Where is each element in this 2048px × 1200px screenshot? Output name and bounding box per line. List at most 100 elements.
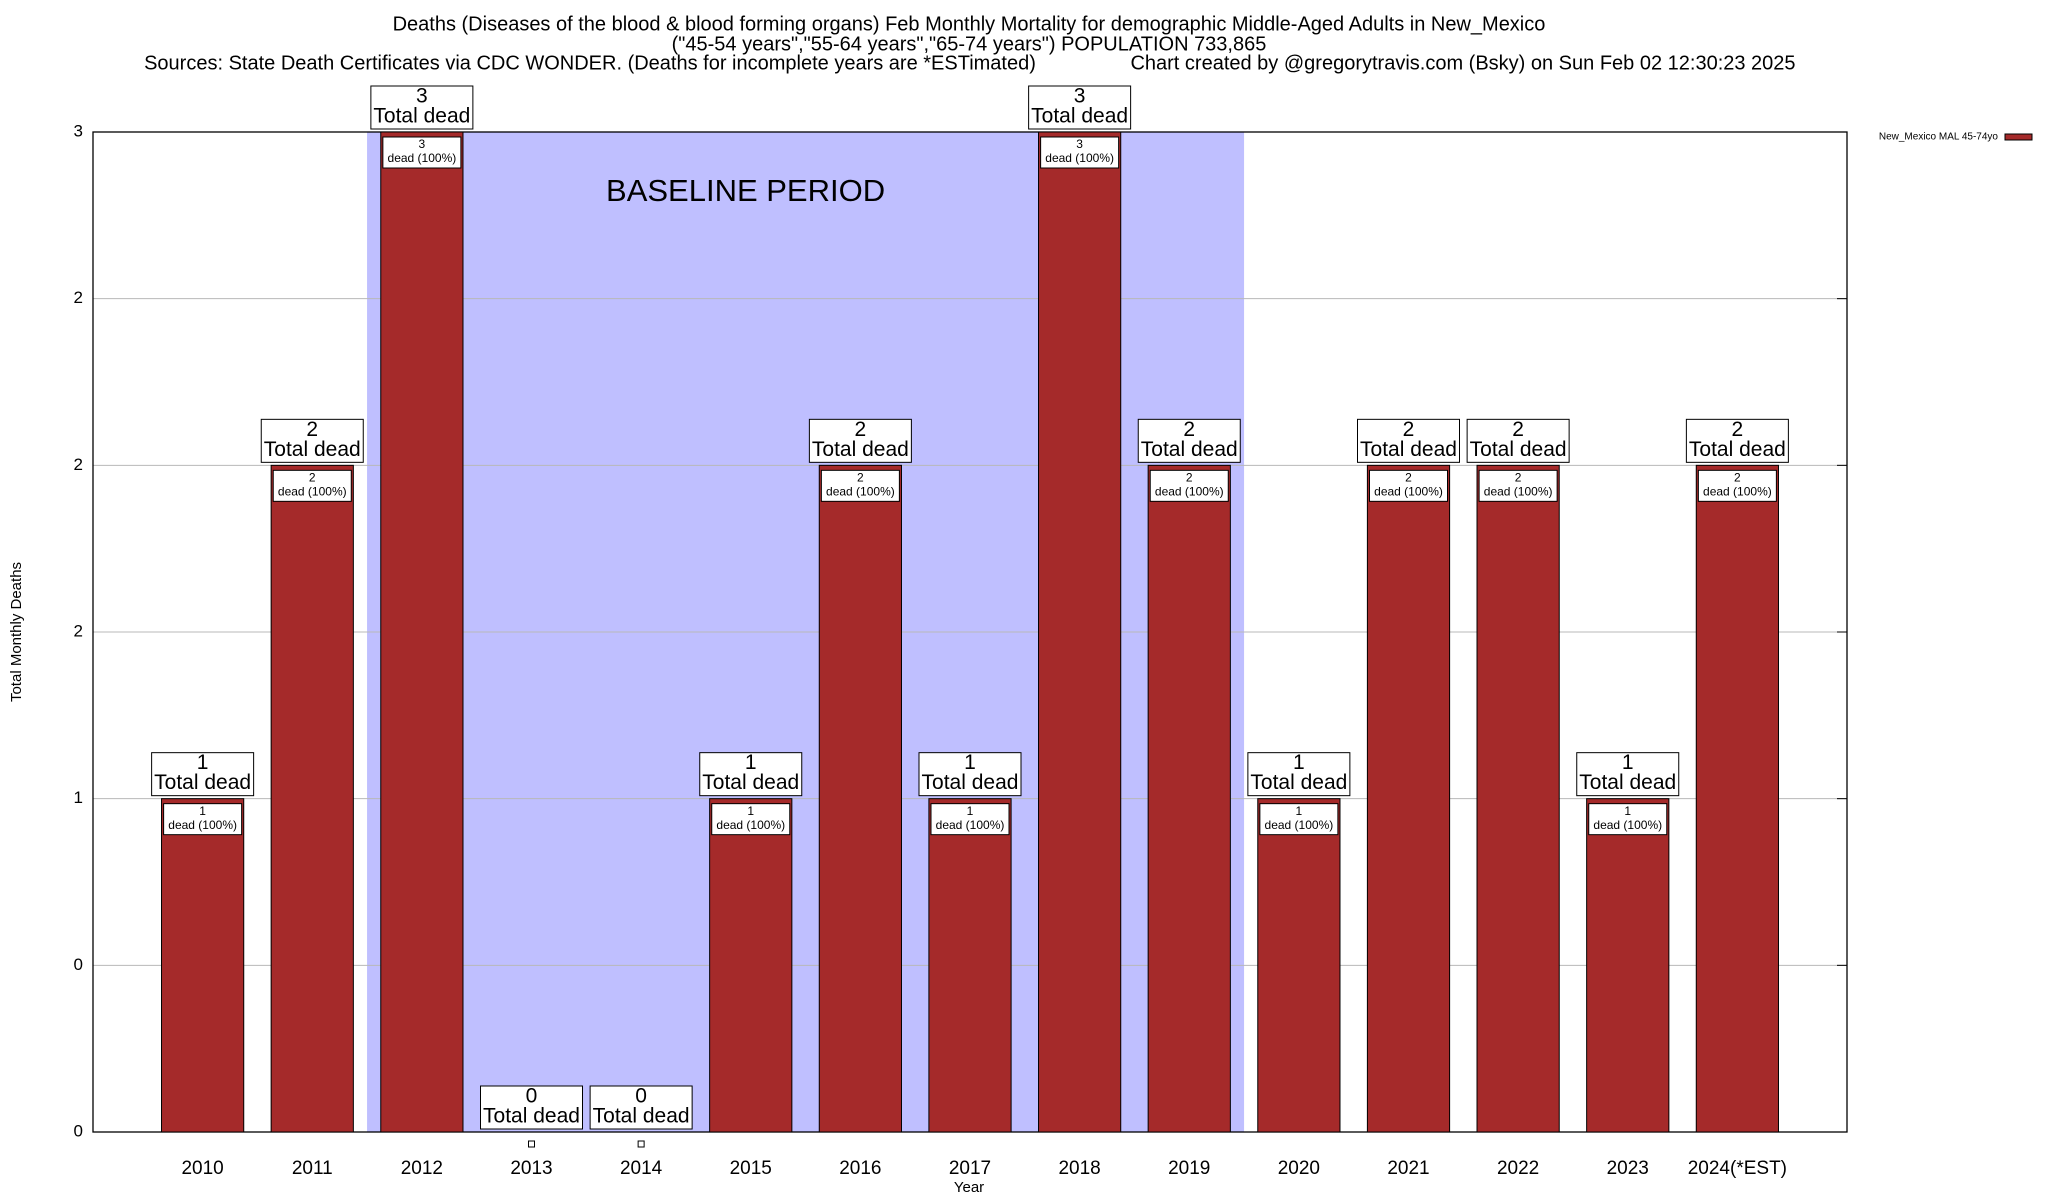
total-label-box bbox=[1466, 418, 1570, 463]
inside-label: dead (100%) bbox=[1484, 485, 1553, 499]
inside-label: dead (100%) bbox=[278, 485, 347, 499]
bar bbox=[1695, 464, 1779, 1133]
chart-credit: Chart created by @gregorytravis.com (Bsk… bbox=[1130, 52, 1795, 74]
inside-value: 2 bbox=[1734, 471, 1741, 485]
x-tick-label: 2022 bbox=[1497, 1158, 1539, 1179]
total-label-box bbox=[918, 752, 1022, 797]
y-tick-label: 0 bbox=[74, 955, 83, 974]
total-label: Total dead bbox=[812, 438, 909, 461]
total-label-box bbox=[260, 418, 364, 463]
inside-label-box bbox=[820, 469, 900, 502]
total-label: Total dead bbox=[1470, 438, 1567, 461]
total-label-box bbox=[1685, 418, 1789, 463]
inside-label: dead (100%) bbox=[936, 818, 1005, 832]
inside-label-box bbox=[1369, 469, 1448, 502]
y-tick-label: 0 bbox=[74, 1121, 83, 1140]
total-label-box bbox=[480, 1085, 583, 1130]
inside-label-box bbox=[163, 803, 243, 836]
inside-label-box bbox=[711, 803, 791, 836]
x-axis-label: Year bbox=[954, 1179, 984, 1196]
total-value: 1 bbox=[1293, 751, 1305, 774]
inside-label: dead (100%) bbox=[716, 818, 785, 832]
total-value: 3 bbox=[1074, 85, 1086, 108]
x-tick-label: 2014 bbox=[620, 1158, 663, 1179]
inside-label: dead (100%) bbox=[1703, 485, 1772, 499]
total-label: Total dead bbox=[922, 771, 1019, 794]
x-tick-label: 2013 bbox=[510, 1158, 552, 1179]
total-value: 1 bbox=[745, 751, 757, 774]
total-label: Total dead bbox=[702, 771, 799, 794]
inside-label: dead (100%) bbox=[826, 485, 895, 499]
x-tick-label: 2020 bbox=[1278, 1158, 1320, 1179]
total-value: 1 bbox=[1622, 751, 1634, 774]
x-tick-label: 2016 bbox=[839, 1158, 881, 1179]
inside-value: 3 bbox=[1076, 137, 1083, 151]
x-tick-label: 2012 bbox=[401, 1158, 443, 1179]
total-value: 2 bbox=[1512, 418, 1524, 441]
inside-value: 1 bbox=[1624, 804, 1631, 818]
x-tick-label: 2017 bbox=[949, 1158, 991, 1179]
total-value: 0 bbox=[526, 1085, 538, 1108]
bar bbox=[270, 464, 354, 1133]
inside-value: 2 bbox=[1515, 471, 1522, 485]
inside-label-box bbox=[1040, 136, 1120, 169]
x-tick-label: 2024(*EST) bbox=[1688, 1158, 1787, 1179]
x-tick-label: 2015 bbox=[730, 1158, 772, 1179]
y-tick-label: 3 bbox=[74, 121, 83, 140]
total-label-box bbox=[1576, 752, 1680, 797]
total-label: Total dead bbox=[1689, 438, 1786, 461]
inside-value: 3 bbox=[419, 137, 426, 151]
chart-source: Sources: State Death Certificates via CD… bbox=[144, 52, 1036, 74]
inside-value: 2 bbox=[1405, 471, 1412, 485]
y-tick-label: 2 bbox=[74, 288, 83, 307]
bar bbox=[1586, 798, 1670, 1133]
total-value: 2 bbox=[1732, 418, 1744, 441]
bar bbox=[637, 1140, 645, 1148]
bar bbox=[709, 798, 793, 1133]
inside-label: dead (100%) bbox=[1374, 485, 1443, 499]
total-label-box bbox=[699, 752, 803, 797]
x-tick-label: 2023 bbox=[1607, 1158, 1649, 1179]
baseline-label: BASELINE PERIOD bbox=[606, 173, 885, 208]
inside-label-box bbox=[1259, 803, 1339, 836]
inside-value: 1 bbox=[967, 804, 974, 818]
inside-value: 2 bbox=[857, 471, 864, 485]
x-tick-label: 2018 bbox=[1058, 1158, 1100, 1179]
legend-label: New_Mexico MAL 45-74yo bbox=[1879, 132, 1999, 143]
total-value: 0 bbox=[635, 1085, 647, 1108]
inside-label-box bbox=[1697, 469, 1777, 502]
total-label-box bbox=[1137, 418, 1241, 463]
total-label-box bbox=[1357, 418, 1460, 463]
bar bbox=[528, 1140, 535, 1148]
bar bbox=[818, 464, 902, 1133]
inside-label: dead (100%) bbox=[1593, 818, 1662, 832]
total-label: Total dead bbox=[1141, 438, 1238, 461]
x-tick-label: 2011 bbox=[292, 1158, 333, 1179]
bar bbox=[1257, 798, 1341, 1133]
bar bbox=[1147, 464, 1231, 1133]
inside-value: 2 bbox=[1186, 471, 1193, 485]
y-tick-label: 1 bbox=[74, 788, 83, 807]
total-label-box bbox=[1247, 752, 1351, 797]
total-label: Total dead bbox=[1579, 771, 1676, 794]
inside-label: dead (100%) bbox=[1155, 485, 1224, 499]
legend-swatch bbox=[2004, 133, 2033, 141]
total-label: Total dead bbox=[373, 105, 470, 128]
inside-label-box bbox=[272, 469, 352, 502]
y-tick-label: 2 bbox=[74, 621, 83, 640]
inside-label-box bbox=[1149, 469, 1229, 502]
y-tick-label: 2 bbox=[74, 455, 83, 474]
x-tick-label: 2010 bbox=[181, 1158, 223, 1179]
inside-label-box bbox=[382, 136, 462, 169]
total-label-box bbox=[151, 752, 255, 797]
total-label-box bbox=[370, 85, 474, 130]
total-value: 2 bbox=[306, 418, 318, 441]
total-label-box bbox=[808, 418, 912, 463]
total-value: 2 bbox=[855, 418, 867, 441]
inside-label: dead (100%) bbox=[168, 818, 237, 832]
bar bbox=[1038, 131, 1122, 1133]
total-value: 2 bbox=[1403, 418, 1415, 441]
inside-label-box bbox=[930, 803, 1010, 836]
chart-title: Deaths (Diseases of the blood & blood fo… bbox=[393, 13, 1546, 35]
